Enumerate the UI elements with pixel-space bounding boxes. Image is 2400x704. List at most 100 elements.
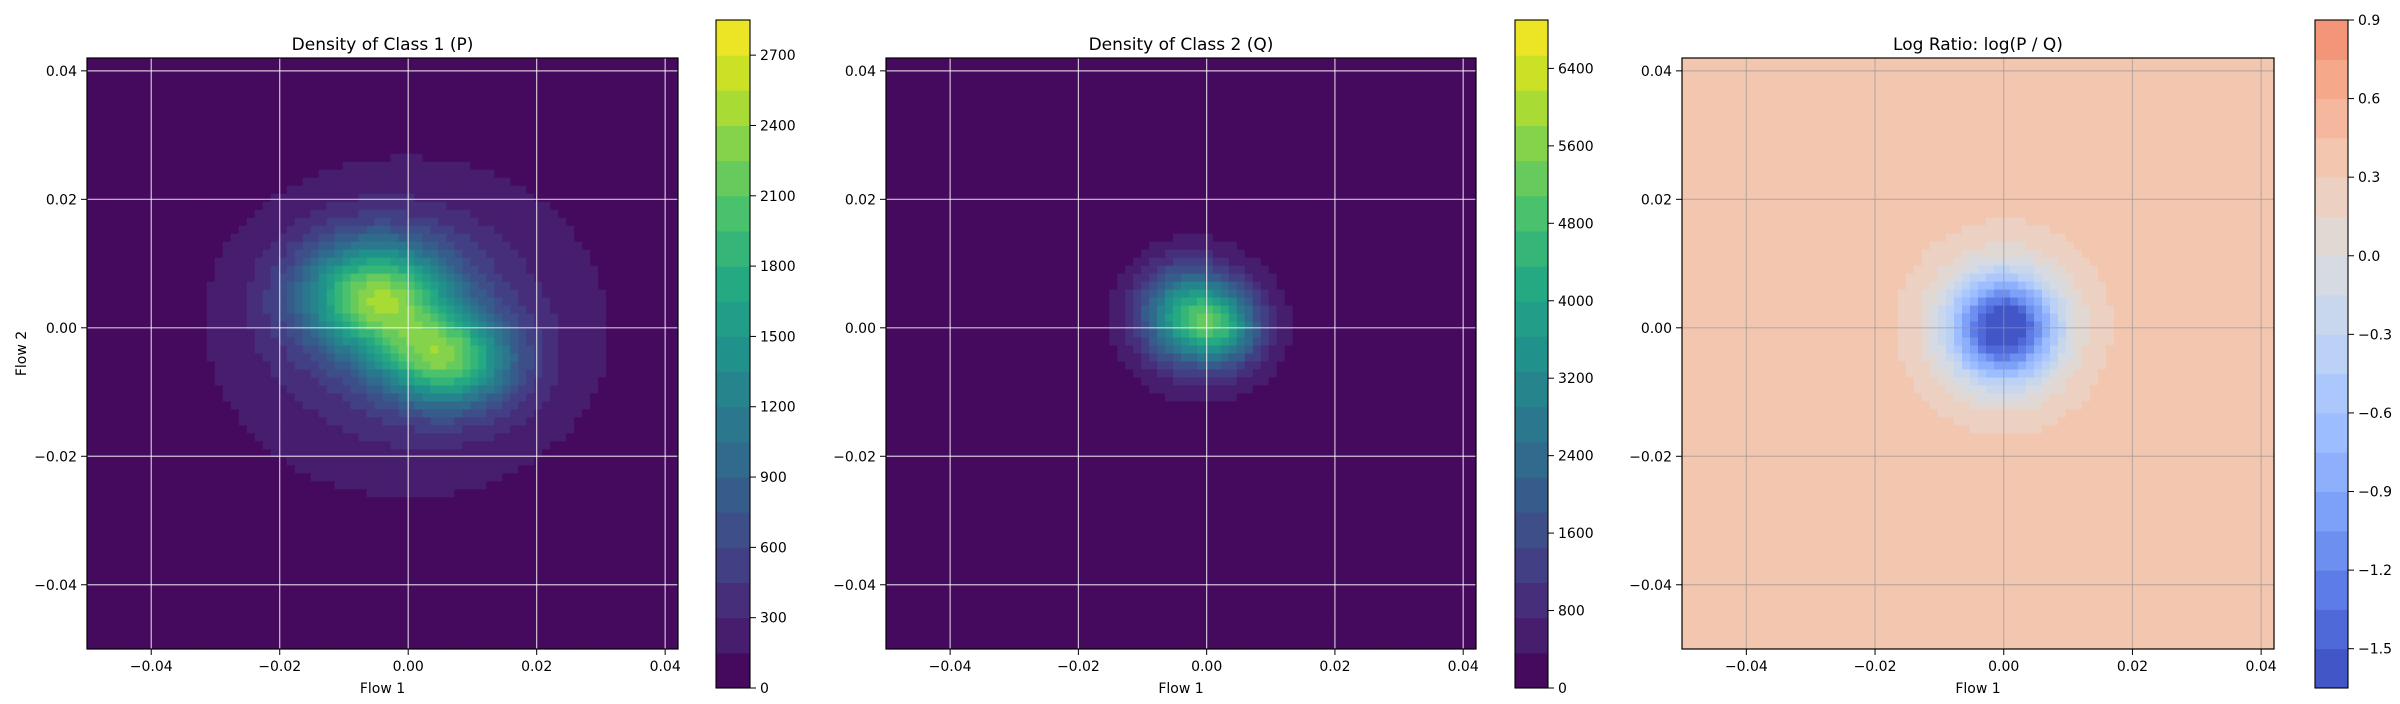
heatmap-cell <box>446 465 455 474</box>
heatmap-cell <box>566 337 575 347</box>
heatmap-cell <box>102 89 112 99</box>
heatmap-cell <box>134 561 144 570</box>
heatmap-cell <box>470 169 479 179</box>
heatmap-cell <box>454 233 463 243</box>
heatmap-cell <box>430 369 440 379</box>
heatmap-cell <box>422 249 432 259</box>
heatmap-cell <box>254 545 264 554</box>
heatmap-cell <box>366 129 376 139</box>
heatmap-cell <box>598 58 607 67</box>
heatmap-cell <box>302 505 312 514</box>
heatmap-cell <box>262 289 272 299</box>
heatmap-cell <box>582 641 591 649</box>
heatmap-cell <box>446 185 455 195</box>
heatmap-cell <box>614 113 623 123</box>
heatmap-cell <box>262 529 272 538</box>
heatmap-cell <box>238 121 248 131</box>
heatmap-cell <box>566 481 575 490</box>
heatmap-cell <box>87 265 96 275</box>
heatmap-cell <box>454 153 463 163</box>
heatmap-cell <box>534 177 543 187</box>
heatmap-cell <box>526 505 535 514</box>
heatmap-cell <box>102 625 112 634</box>
heatmap-cell <box>142 337 152 347</box>
heatmap-cell <box>542 409 551 418</box>
heatmap-cell <box>398 121 408 131</box>
heatmap-cell <box>526 345 535 355</box>
heatmap-cell <box>158 617 168 626</box>
heatmap-cell <box>142 577 152 586</box>
heatmap-cell <box>87 361 96 371</box>
heatmap-cell <box>246 233 256 243</box>
heatmap-cell <box>422 505 432 514</box>
heatmap-cell <box>606 489 615 498</box>
heatmap-cell <box>406 145 416 155</box>
heatmap-cell <box>606 401 615 411</box>
heatmap-cell <box>446 345 455 355</box>
heatmap-cell <box>262 265 272 275</box>
heatmap-cell <box>438 145 447 155</box>
heatmap-cell <box>454 289 463 299</box>
heatmap-cell <box>566 137 575 147</box>
heatmap-cell <box>550 521 559 530</box>
heatmap-cell <box>374 545 384 554</box>
heatmap-cell <box>158 425 168 434</box>
heatmap-cell <box>190 369 200 379</box>
heatmap-cell <box>94 177 104 187</box>
heatmap-cell <box>342 177 352 187</box>
heatmap-cell <box>526 289 535 299</box>
heatmap-cell <box>414 401 424 411</box>
heatmap-cell <box>206 249 216 259</box>
heatmap-cell <box>214 185 224 195</box>
heatmap-cell <box>190 457 200 466</box>
heatmap-cell <box>614 313 623 323</box>
heatmap-cell <box>582 305 591 315</box>
heatmap-cell <box>494 569 503 578</box>
heatmap-cell <box>190 145 200 155</box>
heatmap-cell <box>494 113 503 123</box>
heatmap-cell <box>374 513 384 522</box>
heatmap-cell <box>342 121 352 131</box>
heatmap-cell <box>470 289 479 299</box>
heatmap-cell <box>142 265 152 275</box>
heatmap-cell <box>190 233 200 243</box>
heatmap-cell <box>430 385 440 395</box>
heatmap-cell <box>318 481 328 490</box>
heatmap-cell <box>614 321 623 331</box>
heatmap-cell <box>390 393 400 403</box>
heatmap-cell <box>150 449 160 458</box>
heatmap-cell <box>542 113 551 123</box>
heatmap-cell <box>238 265 248 275</box>
heatmap-cell <box>150 385 160 395</box>
heatmap-cell <box>414 617 424 626</box>
heatmap-cell <box>486 329 495 339</box>
heatmap-cell <box>390 385 400 395</box>
heatmap-cell <box>510 97 519 107</box>
heatmap-cell <box>294 361 304 371</box>
heatmap-cell <box>374 593 384 602</box>
heatmap-cell <box>302 321 312 331</box>
heatmap-cell <box>454 537 463 546</box>
heatmap-cell <box>238 473 248 482</box>
heatmap-cell <box>606 73 615 83</box>
heatmap-cell <box>342 201 352 211</box>
heatmap-cell <box>526 585 535 594</box>
heatmap-cell <box>294 337 304 347</box>
heatmap-cell <box>246 641 256 649</box>
heatmap-cell <box>118 329 128 339</box>
heatmap-cell <box>566 449 575 458</box>
heatmap-cell <box>318 641 328 649</box>
heatmap-cell <box>622 297 631 307</box>
heatmap-cell <box>286 169 296 179</box>
heatmap-cell <box>574 305 583 315</box>
heatmap-cell <box>118 137 128 147</box>
heatmap-cell <box>142 353 152 363</box>
heatmap-cell <box>262 329 272 339</box>
heatmap-cell <box>422 489 432 498</box>
heatmap-cell <box>222 481 232 490</box>
heatmap-cell <box>462 449 471 458</box>
heatmap-cell <box>470 449 479 458</box>
heatmap-cell <box>254 585 264 594</box>
heatmap-cell <box>270 73 280 83</box>
heatmap-cell <box>198 241 208 251</box>
